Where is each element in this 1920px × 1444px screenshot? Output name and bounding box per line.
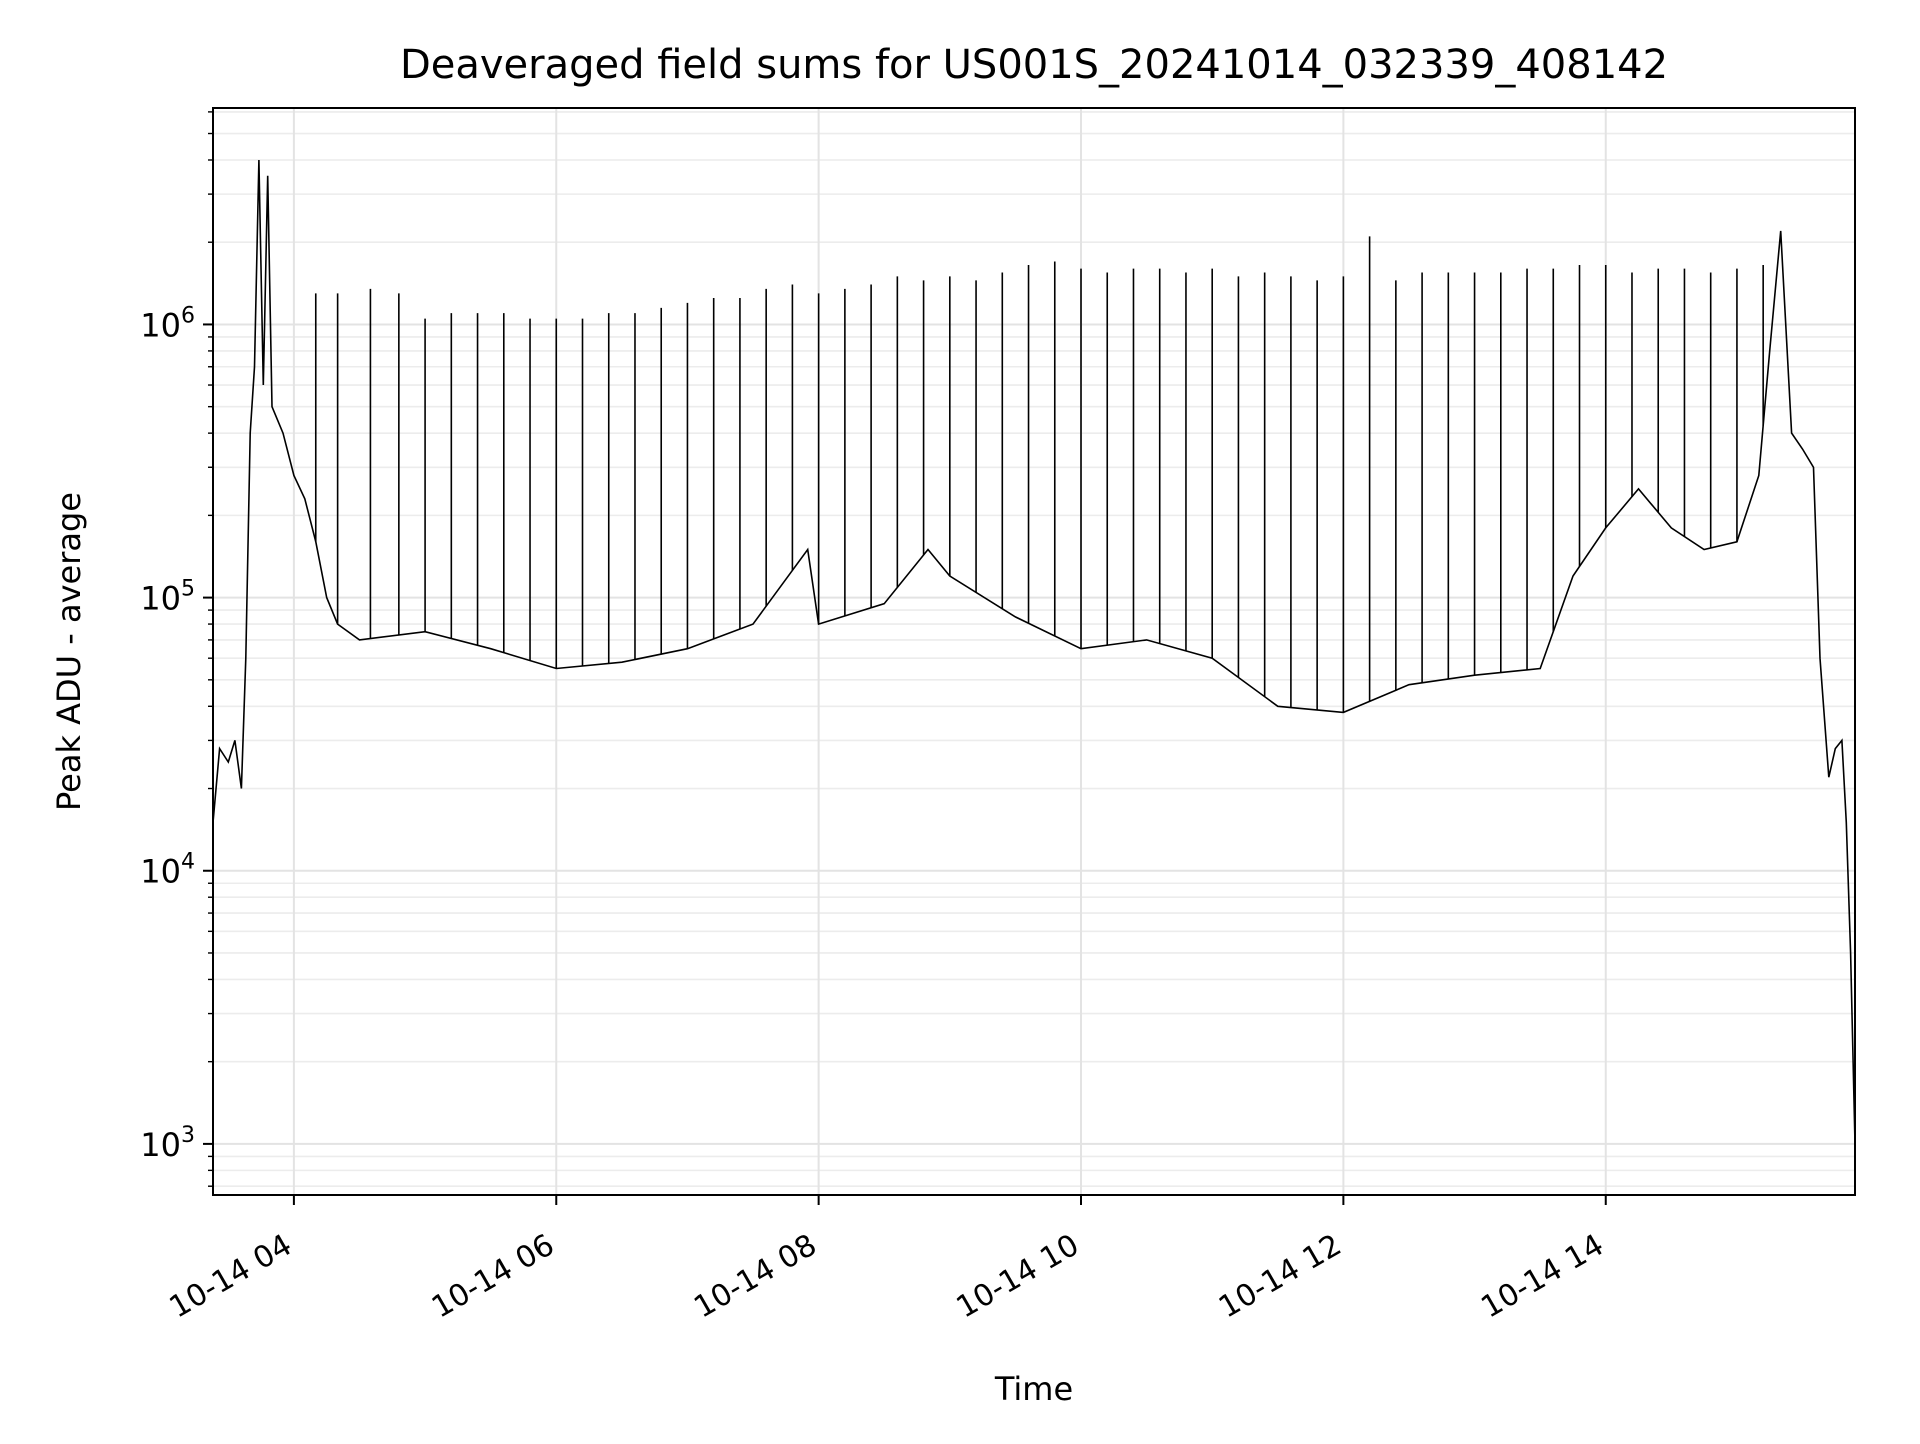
plot-frame — [212, 107, 1856, 1196]
y-axis-label: Peak ADU - average — [50, 492, 88, 811]
y-tick-label: 104 — [140, 850, 195, 891]
chart-title: Deaveraged field sums for US001S_2024101… — [400, 42, 1668, 88]
series-line — [212, 159, 1856, 1144]
series-line-group — [212, 159, 1856, 1144]
x-axis-label: Time — [994, 1370, 1073, 1408]
y-tick-label: 103 — [140, 1123, 195, 1164]
grid-lines — [213, 108, 1855, 1195]
y-tick-label: 106 — [140, 303, 195, 344]
y-tick-label: 105 — [140, 577, 195, 618]
